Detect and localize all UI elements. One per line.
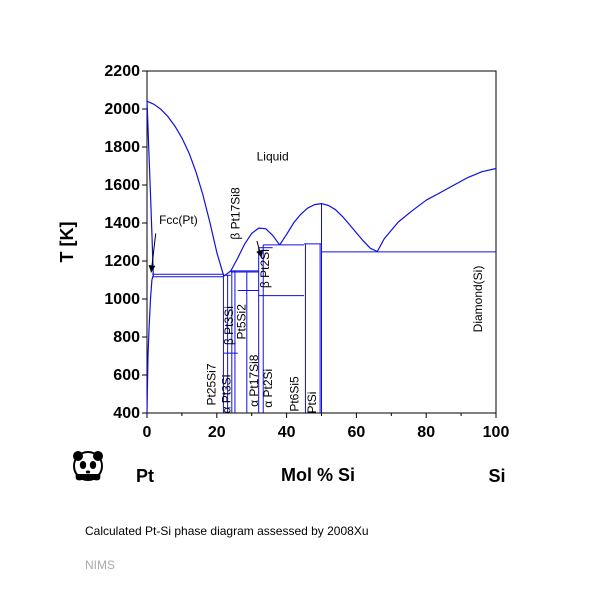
region-labels: Liquid Fcc(Pt) Diamond(Si) β Pt17Si8 β Pt2Si…	[148, 149, 485, 414]
x-tick-label: 60	[348, 424, 366, 441]
liquidus-right-curve	[376, 167, 497, 252]
y-tick-label: 1200	[104, 253, 140, 270]
x-tick-label: 100	[483, 424, 510, 441]
y-tick-label: 600	[113, 367, 140, 384]
region-label: β Pt3Si	[222, 306, 236, 345]
axes-layer: 400 600 800 1000 1200 1400 1600 1800 2000 2200 0 20…	[104, 63, 509, 441]
y-tick-label: 1800	[104, 139, 140, 156]
watermark-text: NIMS	[85, 558, 115, 572]
region-label: β Pt17Si8	[228, 187, 242, 240]
y-tick-label: 1000	[104, 291, 140, 308]
liquidus-left-curve	[146, 100, 225, 277]
region-label: Pt6Si5	[287, 376, 301, 412]
region-label: Fcc(Pt)	[159, 213, 198, 227]
y-tick-label: 1600	[104, 177, 140, 194]
y-tick-label: 400	[113, 405, 140, 422]
figure-caption: Calculated Pt-Si phase diagram assessed …	[85, 524, 369, 538]
y-tick-label: 1400	[104, 215, 140, 232]
arrow-head	[148, 265, 156, 273]
x-tick-label: 0	[143, 424, 152, 441]
fcc-solvus-curve	[146, 101, 154, 414]
region-label: PtSi	[305, 392, 319, 414]
region-label: α Pt2Si	[261, 369, 275, 408]
region-label: α Pt3Si	[219, 375, 233, 414]
y-axis-title: T [K]	[57, 222, 77, 263]
x-tick-label: 80	[417, 424, 435, 441]
region-label: α Pt17Si8	[247, 354, 261, 407]
x-tick-label: 20	[208, 424, 226, 441]
y-tick-label: 2000	[104, 101, 140, 118]
y-tick-label: 2200	[104, 63, 140, 80]
phase-boundary-lines	[146, 100, 497, 414]
liquidus-dome-1-curve	[223, 227, 281, 277]
region-label: Pt25Si7	[204, 363, 218, 405]
x-tick-label: 40	[278, 424, 296, 441]
liquidus-dome-2-curve	[279, 203, 378, 253]
left-component-label: Pt	[136, 466, 154, 486]
region-label: Diamond(Si)	[471, 266, 485, 333]
panda-logo-icon	[73, 451, 103, 481]
region-label: Liquid	[257, 149, 289, 163]
region-label: Pt5Si2	[234, 304, 248, 340]
region-label: β Pt2Si	[258, 249, 272, 288]
y-tick-label: 800	[113, 329, 140, 346]
arrow-head	[256, 249, 263, 258]
right-component-label: Si	[488, 466, 505, 486]
x-axis-title: Mol % Si	[281, 465, 355, 485]
